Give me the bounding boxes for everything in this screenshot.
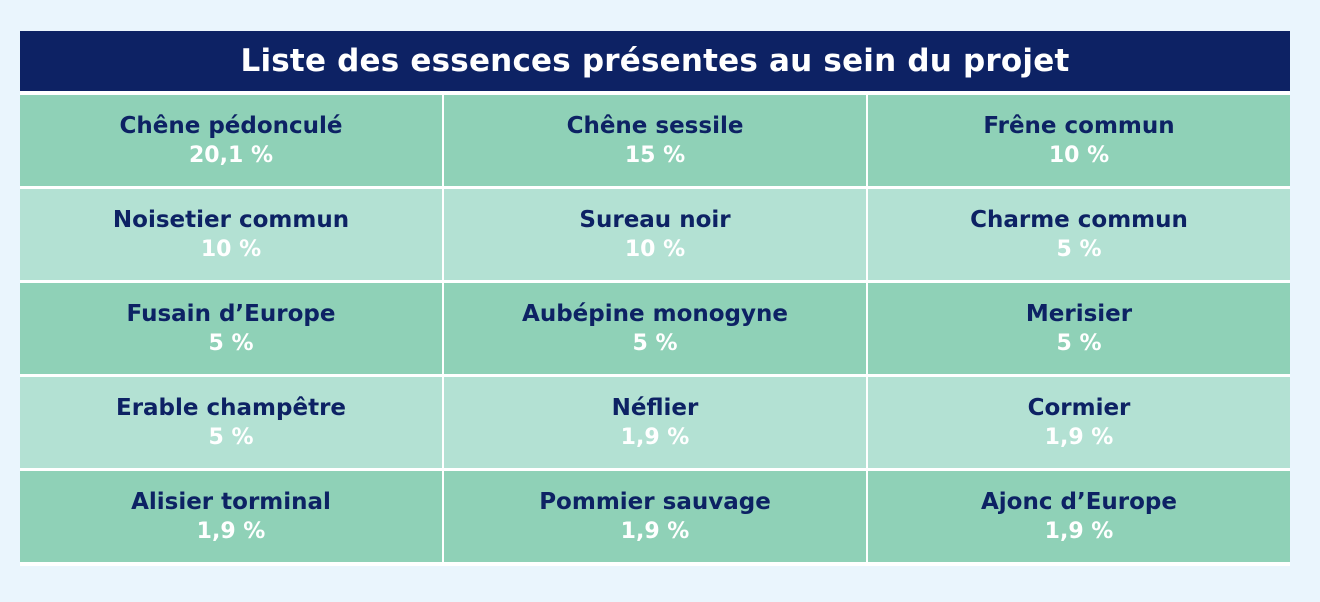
species-cell: Noisetier commun 10 % [20, 189, 442, 280]
species-name: Merisier [1025, 300, 1133, 327]
species-name: Noisetier commun [112, 206, 350, 233]
species-percent: 1,9 % [620, 518, 690, 544]
species-name: Erable champêtre [115, 394, 347, 421]
species-cell: Fusain d’Europe 5 % [20, 283, 442, 374]
species-percent: 10 % [624, 236, 686, 262]
species-cell: Frêne commun 10 % [868, 95, 1290, 186]
species-percent: 10 % [200, 236, 262, 262]
species-cell: Erable champêtre 5 % [20, 377, 442, 468]
species-name: Ajonc d’Europe [981, 488, 1177, 515]
species-cell: Pommier sauvage 1,9 % [444, 471, 866, 562]
species-percent: 1,9 % [1044, 424, 1114, 450]
species-cell: Sureau noir 10 % [444, 189, 866, 280]
species-table: Liste des essences présentes au sein du … [20, 31, 1290, 566]
species-grid: Chêne pédonculé 20,1 % Chêne sessile 15 … [20, 95, 1290, 566]
species-cell: Néflier 1,9 % [444, 377, 866, 468]
species-name: Chêne pédonculé [119, 112, 343, 139]
species-cell: Chêne pédonculé 20,1 % [20, 95, 442, 186]
species-percent: 5 % [1056, 236, 1102, 262]
species-percent: 1,9 % [196, 518, 266, 544]
species-name: Pommier sauvage [539, 488, 771, 515]
species-name: Néflier [611, 394, 699, 421]
species-percent: 5 % [1056, 330, 1102, 356]
species-percent: 1,9 % [1044, 518, 1114, 544]
species-cell: Charme commun 5 % [868, 189, 1290, 280]
species-percent: 10 % [1048, 142, 1110, 168]
species-percent: 15 % [624, 142, 686, 168]
species-name: Cormier [1027, 394, 1131, 421]
species-name: Charme commun [970, 206, 1188, 233]
species-percent: 5 % [208, 330, 254, 356]
species-cell: Alisier torminal 1,9 % [20, 471, 442, 562]
species-name: Sureau noir [579, 206, 731, 233]
species-cell: Cormier 1,9 % [868, 377, 1290, 468]
species-percent: 20,1 % [189, 142, 273, 168]
species-percent: 5 % [208, 424, 254, 450]
table-title: Liste des essences présentes au sein du … [20, 31, 1290, 91]
species-percent: 1,9 % [620, 424, 690, 450]
species-name: Alisier torminal [131, 488, 331, 515]
species-name: Aubépine monogyne [522, 300, 788, 327]
species-name: Fusain d’Europe [126, 300, 336, 327]
species-cell: Ajonc d’Europe 1,9 % [868, 471, 1290, 562]
species-name: Frêne commun [983, 112, 1175, 139]
species-name: Chêne sessile [566, 112, 744, 139]
species-cell: Chêne sessile 15 % [444, 95, 866, 186]
species-percent: 5 % [632, 330, 678, 356]
species-cell: Merisier 5 % [868, 283, 1290, 374]
species-cell: Aubépine monogyne 5 % [444, 283, 866, 374]
